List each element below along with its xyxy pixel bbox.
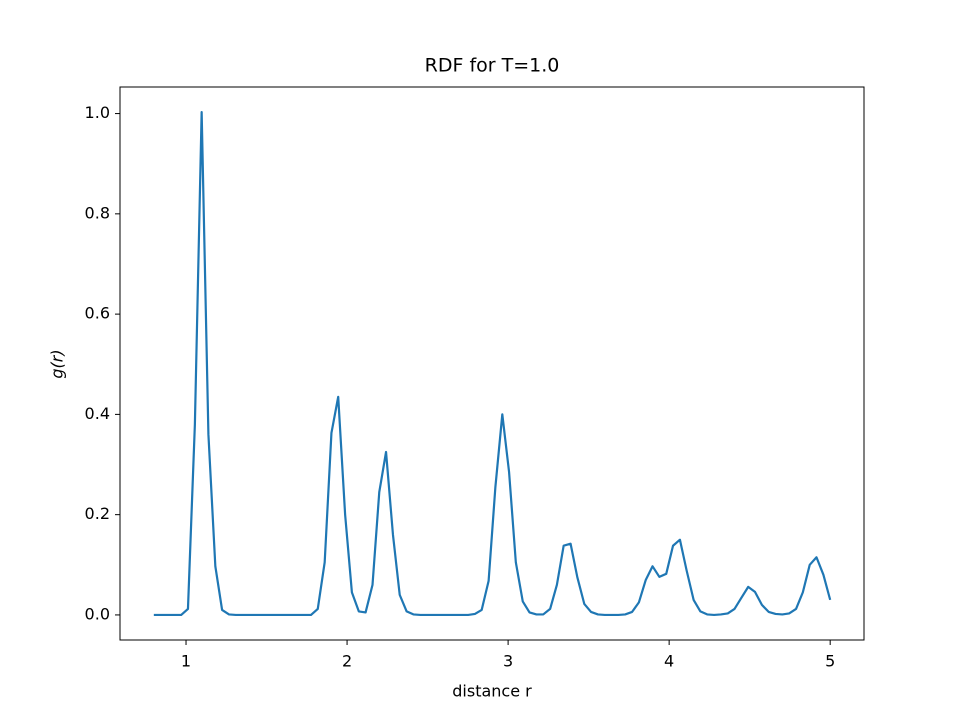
x-axis-label: distance r	[452, 682, 532, 701]
y-tick-label: 0.6	[85, 304, 110, 323]
y-tick-label: 0.0	[85, 604, 110, 623]
y-tick-label: 0.2	[85, 504, 110, 523]
axes-frame	[119, 86, 865, 641]
y-tick-label: 0.4	[85, 404, 110, 423]
y-tick-label: 1.0	[85, 103, 110, 122]
x-tick-label: 1	[181, 652, 191, 671]
data-line	[153, 110, 832, 617]
x-tick-label: 3	[503, 652, 513, 671]
y-axis-label: g(r)	[48, 349, 67, 378]
x-tick-label: 2	[342, 652, 352, 671]
y-tick-label: 0.8	[85, 203, 110, 222]
chart-title: RDF for T=1.0	[425, 55, 560, 77]
x-tick-label: 4	[664, 652, 674, 671]
x-tick-label: 5	[825, 652, 835, 671]
